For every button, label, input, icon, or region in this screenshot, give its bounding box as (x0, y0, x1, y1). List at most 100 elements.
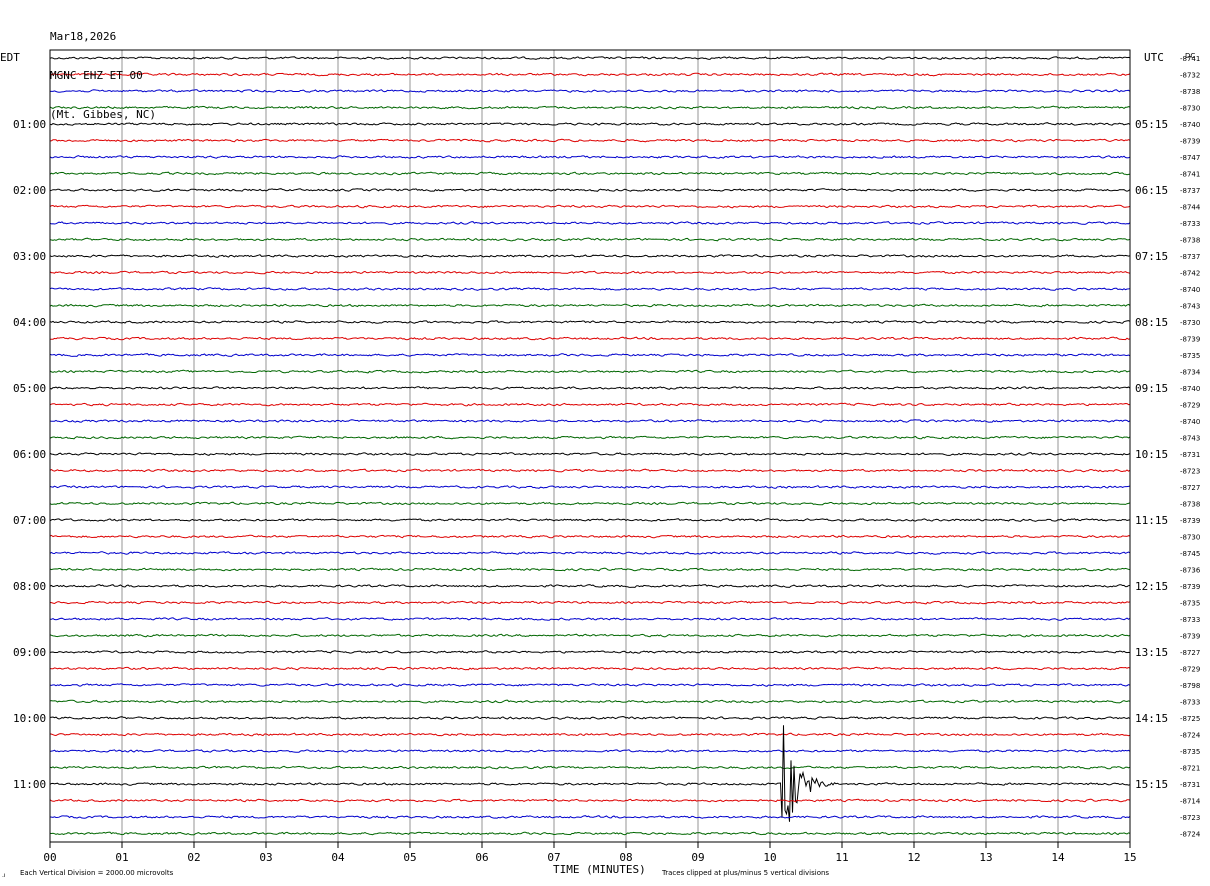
trace-15 (49, 303, 1131, 308)
trace-23 (49, 435, 1131, 440)
trace-29 (49, 534, 1131, 539)
x-tick-label: 13 (979, 851, 992, 864)
trace-22 (49, 419, 1131, 423)
dc-offset-label: -8740 (1180, 121, 1200, 129)
trace-3 (49, 105, 1131, 110)
edt-hour-label: 02:00 (13, 184, 46, 197)
edt-hour-label: 09:00 (13, 646, 46, 659)
trace-44 (49, 725, 1131, 822)
header-date: Mar18,2026 (50, 30, 117, 43)
trace-7 (49, 171, 1131, 176)
dc-offset-label: -8735 (1180, 352, 1200, 360)
trace-20 (49, 386, 1131, 390)
utc-hour-label: 14:15 (1135, 712, 1168, 725)
trace-33 (49, 600, 1131, 605)
trace-21 (49, 402, 1130, 407)
dc-offset-label: -8737 (1180, 253, 1200, 261)
dc-offset-label: -8724 (1180, 732, 1201, 740)
trace-37 (49, 666, 1131, 671)
dc-offset-label: -8731 (1180, 781, 1200, 789)
dc-offset-label: -8736 (1180, 567, 1201, 575)
trace-26 (49, 484, 1131, 489)
trace-17 (49, 336, 1131, 341)
utc-hour-labels: 05:15 06:15 07:15 08:15 09:15 10:15 11:15 12:15… (1135, 118, 1168, 791)
dc-offset-label: -8723 (1180, 814, 1200, 822)
x-tick-label: 06 (475, 851, 488, 864)
x-tick-label: 12 (907, 851, 920, 864)
trace-47 (49, 831, 1131, 836)
dc-offset-label: -8740 (1180, 418, 1200, 426)
x-tick-label: 04 (331, 851, 345, 864)
edt-hour-label: 04:00 (13, 316, 46, 329)
trace-43 (49, 765, 1131, 770)
utc-hour-label: 11:15 (1135, 514, 1168, 527)
dc-offset-label: -8798 (1180, 682, 1200, 690)
utc-axis-label: UTC (1144, 51, 1164, 64)
dc-offset-label: -8730 (1180, 319, 1200, 327)
edt-hour-label: 11:00 (13, 778, 46, 791)
dc-offset-label: -8742 (1180, 270, 1200, 278)
edt-hour-label: 06:00 (13, 448, 46, 461)
dc-offset-label: -8731 (1180, 451, 1200, 459)
vertical-division-note: Each Vertical Division = 2000.00 microvo… (20, 869, 174, 877)
dc-offset-label: -8735 (1180, 600, 1200, 608)
plot-frame (49, 49, 1131, 848)
trace-24 (49, 452, 1131, 456)
dc-offset-labels: -8741 -8732 -8738 -8730 -8740 -8739 -8747 -8741… (1180, 55, 1201, 839)
dc-offset-label: -8739 (1180, 138, 1200, 146)
x-tick-labels: 00 01 02 03 04 05 06 07 08 09 10 11 12 13 14 15 (43, 851, 1136, 864)
dc-offset-label: -8744 (1180, 204, 1201, 212)
trace-5 (49, 138, 1131, 143)
trace-38 (49, 683, 1131, 687)
trace-16 (49, 320, 1131, 324)
dc-offset-label: -8735 (1180, 748, 1200, 756)
dc-offset-label: -8733 (1180, 220, 1200, 228)
edt-hour-label: 08:00 (13, 580, 46, 593)
trace-8 (49, 188, 1131, 192)
dc-offset-label: -8727 (1180, 649, 1200, 657)
trace-11 (49, 237, 1131, 242)
utc-hour-label: 12:15 (1135, 580, 1168, 593)
trace-4 (49, 122, 1131, 126)
utc-hour-label: 13:15 (1135, 646, 1168, 659)
dc-offset-label: -8739 (1180, 633, 1200, 641)
header-station: MGNC EHZ ET 00 (50, 69, 143, 82)
x-tick-label: 05 (403, 851, 416, 864)
trace-6 (49, 155, 1131, 159)
edt-hour-label: 01:00 (13, 118, 46, 131)
dc-offset-label: -8734 (1180, 369, 1201, 377)
dc-offset-label: -8741 (1180, 171, 1200, 179)
header-location: (Mt. Gibbes, NC) (50, 108, 156, 121)
trace-2 (49, 89, 1131, 93)
trace-32 (49, 584, 1131, 588)
x-tick-label: 10 (763, 851, 776, 864)
dc-offset-label: -8747 (1180, 154, 1200, 162)
utc-hour-label: 08:15 (1135, 316, 1168, 329)
trace-28 (49, 518, 1131, 522)
dc-offset-label: -8739 (1180, 336, 1200, 344)
dc-offset-label: -8743 (1180, 303, 1200, 311)
utc-hour-label: 09:15 (1135, 382, 1168, 395)
x-axis-title: TIME (MINUTES) (553, 863, 646, 876)
dc-header-label: DC (1185, 52, 1195, 60)
dc-offset-label: -8738 (1180, 237, 1200, 245)
trace-0 (49, 56, 1131, 60)
trace-31 (49, 567, 1131, 572)
dc-offset-label: -8733 (1180, 616, 1200, 624)
dc-offset-label: -8741 (1180, 55, 1200, 63)
x-tick-label: 15 (1123, 851, 1136, 864)
dc-offset-label: -8740 (1180, 385, 1200, 393)
dc-offset-label: -8745 (1180, 550, 1200, 558)
dc-offset-label: -8730 (1180, 534, 1200, 542)
trace-39 (49, 699, 1131, 704)
plot-border (49, 49, 1131, 843)
trace-18 (49, 353, 1131, 357)
corner-mark: .ı (2, 872, 6, 879)
trace-41 (49, 732, 1131, 737)
edt-hour-label: 10:00 (13, 712, 46, 725)
dc-offset-label: -8740 (1180, 286, 1200, 294)
trace-34 (49, 617, 1131, 621)
x-tick-label: 01 (115, 851, 128, 864)
header-block: Mar18,2026 MGNC EHZ ET 00 (Mt. Gibbes, N… (50, 4, 156, 134)
